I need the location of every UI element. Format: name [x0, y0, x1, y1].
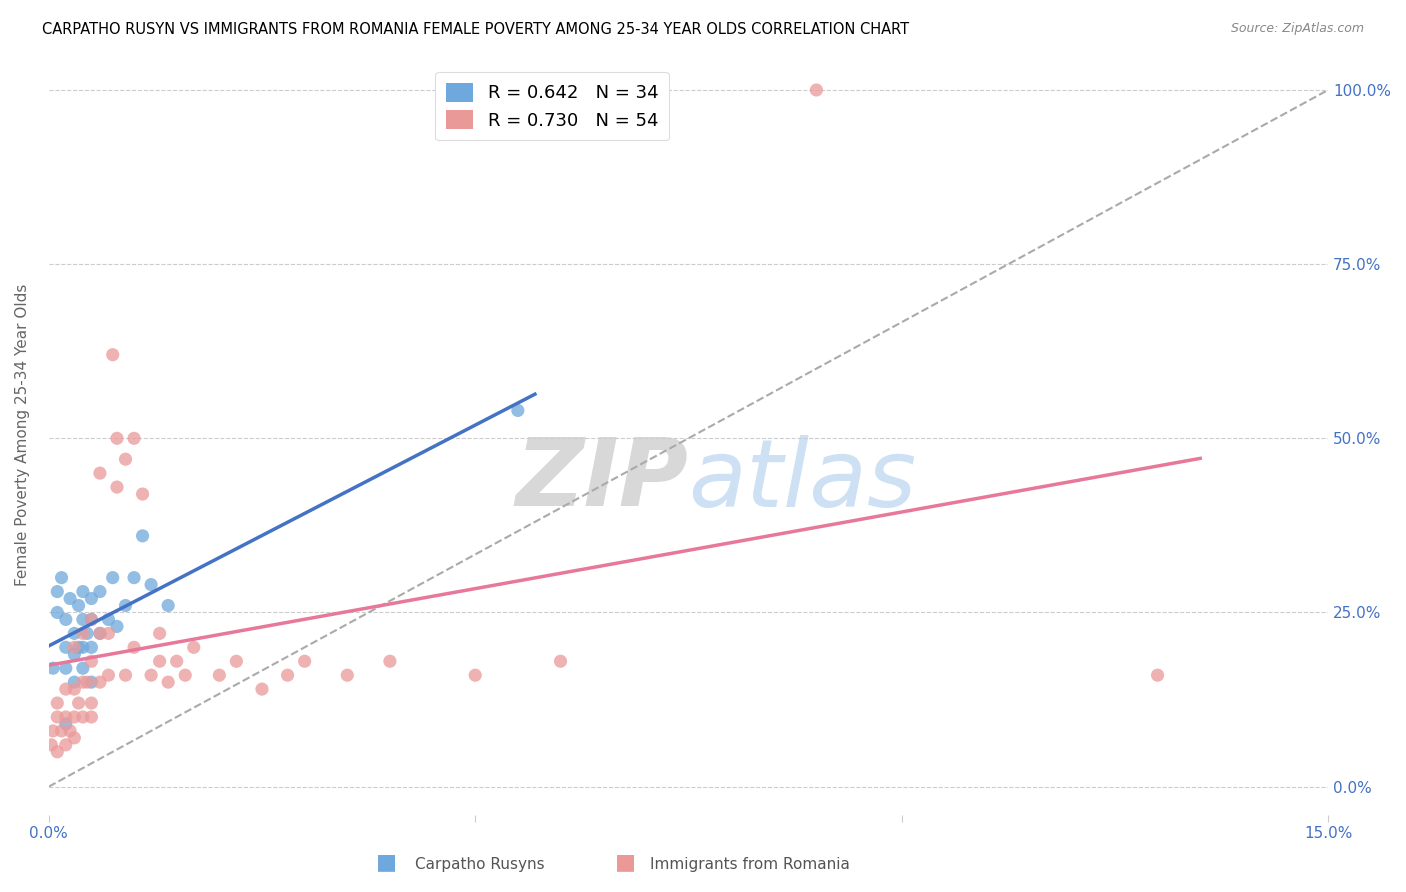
Point: [174, 668, 197, 682]
Text: ■: ■: [377, 853, 396, 872]
Point: [63, 682, 86, 697]
Point: [464, 668, 486, 682]
Point: [122, 431, 145, 445]
Text: atlas: atlas: [689, 435, 917, 526]
Point: [157, 675, 180, 690]
Point: [42, 661, 65, 675]
Point: [80, 654, 103, 668]
Point: [72, 626, 94, 640]
Point: [101, 348, 124, 362]
Point: [51, 571, 73, 585]
Point: [55, 717, 77, 731]
Point: [67, 599, 90, 613]
Point: [80, 675, 103, 690]
Point: [72, 612, 94, 626]
Point: [89, 626, 111, 640]
Point: [63, 647, 86, 661]
Point: [208, 668, 231, 682]
Point: [139, 577, 162, 591]
Point: [55, 640, 77, 655]
Point: [42, 723, 65, 738]
Point: [101, 571, 124, 585]
Point: [139, 668, 162, 682]
Point: [105, 619, 128, 633]
Point: [72, 710, 94, 724]
Point: [63, 710, 86, 724]
Point: [225, 654, 247, 668]
Point: [63, 640, 86, 655]
Point: [149, 626, 172, 640]
Point: [131, 487, 153, 501]
Point: [46, 606, 69, 620]
Point: [80, 640, 103, 655]
Point: [80, 612, 103, 626]
Point: [114, 599, 136, 613]
Point: [80, 696, 103, 710]
Point: [63, 626, 86, 640]
Point: [67, 696, 90, 710]
Point: [55, 661, 77, 675]
Point: [76, 626, 98, 640]
Point: [97, 612, 120, 626]
Point: [72, 675, 94, 690]
Text: ■: ■: [616, 853, 636, 872]
Point: [46, 584, 69, 599]
Point: [76, 675, 98, 690]
Text: Carpatho Rusyns: Carpatho Rusyns: [415, 857, 544, 872]
Point: [506, 403, 529, 417]
Text: Source: ZipAtlas.com: Source: ZipAtlas.com: [1230, 22, 1364, 36]
Point: [80, 710, 103, 724]
Point: [46, 696, 69, 710]
Point: [72, 661, 94, 675]
Point: [51, 723, 73, 738]
Point: [183, 640, 205, 655]
Text: CARPATHO RUSYN VS IMMIGRANTS FROM ROMANIA FEMALE POVERTY AMONG 25-34 YEAR OLDS C: CARPATHO RUSYN VS IMMIGRANTS FROM ROMANI…: [42, 22, 910, 37]
Point: [122, 640, 145, 655]
Point: [131, 529, 153, 543]
Point: [149, 654, 172, 668]
Point: [46, 745, 69, 759]
Point: [63, 731, 86, 745]
Point: [250, 682, 273, 697]
Point: [114, 452, 136, 467]
Point: [277, 668, 299, 682]
Point: [55, 710, 77, 724]
Point: [97, 668, 120, 682]
Point: [72, 640, 94, 655]
Point: [89, 466, 111, 480]
Point: [122, 571, 145, 585]
Point: [55, 682, 77, 697]
Point: [89, 675, 111, 690]
Point: [63, 675, 86, 690]
Point: [46, 710, 69, 724]
Text: ZIP: ZIP: [516, 434, 689, 526]
Point: [105, 431, 128, 445]
Point: [80, 591, 103, 606]
Point: [39, 738, 62, 752]
Y-axis label: Female Poverty Among 25-34 Year Olds: Female Poverty Among 25-34 Year Olds: [15, 284, 30, 586]
Point: [114, 668, 136, 682]
Point: [294, 654, 316, 668]
Point: [55, 612, 77, 626]
Point: [89, 584, 111, 599]
Point: [105, 480, 128, 494]
Point: [59, 723, 82, 738]
Point: [378, 654, 401, 668]
Text: Immigrants from Romania: Immigrants from Romania: [650, 857, 849, 872]
Point: [166, 654, 188, 668]
Point: [89, 626, 111, 640]
Point: [1146, 668, 1168, 682]
Point: [80, 612, 103, 626]
Point: [55, 738, 77, 752]
Point: [336, 668, 359, 682]
Point: [59, 591, 82, 606]
Legend: R = 0.642   N = 34, R = 0.730   N = 54: R = 0.642 N = 34, R = 0.730 N = 54: [436, 71, 669, 140]
Point: [550, 654, 572, 668]
Point: [157, 599, 180, 613]
Point: [67, 640, 90, 655]
Point: [72, 584, 94, 599]
Point: [97, 626, 120, 640]
Point: [806, 83, 828, 97]
